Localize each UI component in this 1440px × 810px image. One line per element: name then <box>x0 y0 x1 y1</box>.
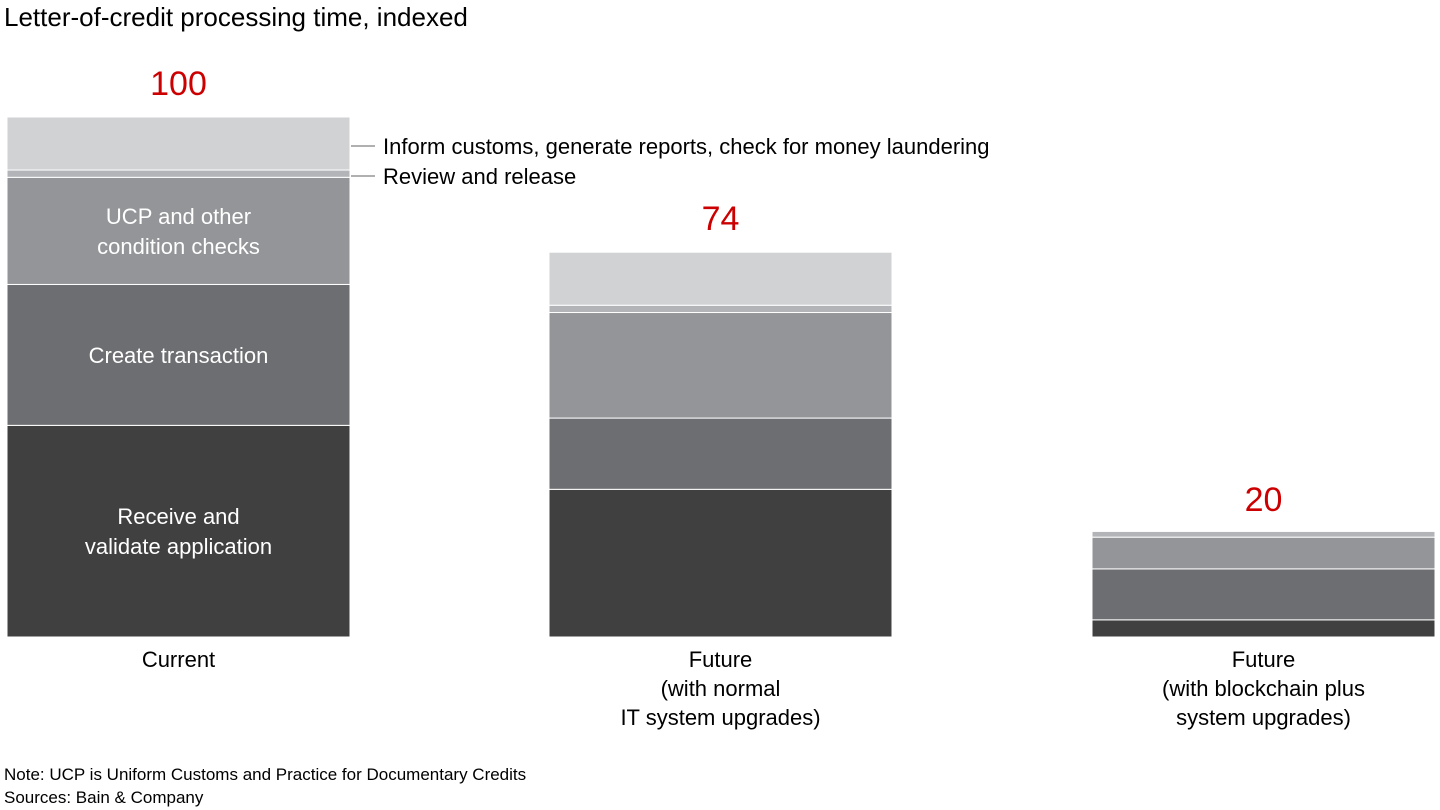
stacked-bar-chart: 100 Current 74 Future (with normal IT system … <box>6 65 1436 730</box>
callout-label: Inform customs, generate reports, check … <box>383 134 990 159</box>
segment-label: Receive and validate application <box>85 504 272 559</box>
bar-segment <box>1091 536 1436 570</box>
total-label: 74 <box>702 200 740 238</box>
bar-segment <box>6 176 351 285</box>
bar-segment <box>548 312 893 419</box>
segment-label: Create transaction <box>89 343 269 368</box>
bar-segment <box>548 304 893 314</box>
sources-note: Sources: Bain & Company <box>4 788 204 807</box>
callout-label: Review and release <box>383 164 576 189</box>
chart-title: Letter-of-credit processing time, indexe… <box>4 2 468 32</box>
bar-segment <box>6 169 351 178</box>
total-label: 20 <box>1245 481 1283 519</box>
bar-segment <box>548 488 893 638</box>
footnote: Note: UCP is Uniform Customs and Practic… <box>4 765 527 784</box>
bar-segment <box>548 251 893 306</box>
total-label: 100 <box>150 65 207 103</box>
category-label: Current <box>142 647 215 672</box>
segment-label: UCP and other condition checks <box>97 204 260 259</box>
bar-segment <box>6 424 351 638</box>
bar-segment <box>6 116 351 171</box>
bar-segment <box>1091 530 1436 538</box>
bar-segment <box>1091 568 1436 621</box>
bar-segment <box>6 283 351 426</box>
category-label: Future (with blockchain plus system upgrad… <box>1162 647 1365 730</box>
bar-segment <box>548 417 893 490</box>
category-label: Future (with normal IT system upgrades) <box>620 647 820 730</box>
bar-segment <box>1091 619 1436 638</box>
